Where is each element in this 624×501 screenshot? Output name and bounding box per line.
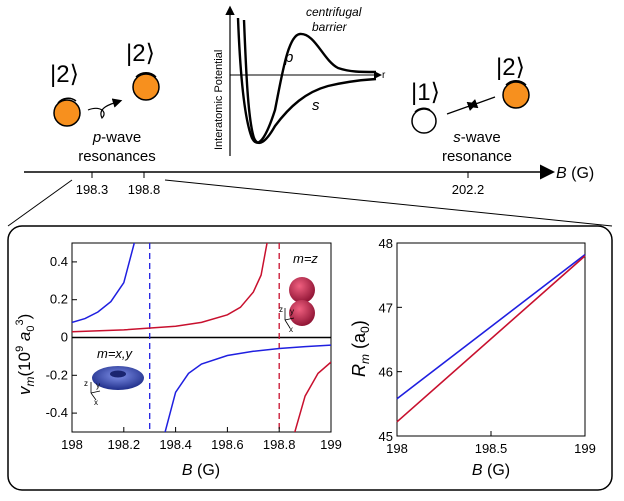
white-atom-tick <box>414 107 431 113</box>
c1-xtick-label-0: 198 <box>61 437 83 452</box>
tick-label-198-3: 198.3 <box>76 182 109 197</box>
axis-y-2: y <box>96 381 100 390</box>
white-atom <box>411 108 437 134</box>
c1-ytick-label-1: 0.2 <box>50 292 68 307</box>
chart2-xlabel: B (G) <box>472 462 510 479</box>
zoom-line-right <box>164 179 613 227</box>
partial-ring-right <box>505 80 527 86</box>
series-blue-branch-0 <box>72 243 136 324</box>
potential-ylabel: Interatomic Potential <box>213 50 225 150</box>
p-wave-label: p-wave <box>92 129 141 146</box>
axes-mini-2: z y x <box>84 379 101 407</box>
c1-xtick-label-4: 198.8 <box>263 437 296 452</box>
torus <box>92 366 144 390</box>
torus-hole <box>110 370 126 378</box>
m-z-label: m=z <box>293 251 318 266</box>
c1-ytick-label-2: 0 <box>61 330 68 345</box>
m-z-orbital-picture: m=z z y x <box>279 251 318 334</box>
c2-xtick-label-1: 198.5 <box>475 441 508 456</box>
lobe-upper <box>289 277 315 303</box>
ket-left-upper: |2⟩ <box>50 61 79 88</box>
p-wave-label-2: resonances <box>78 148 156 165</box>
top-diagram: |2⟩ |2⟩ p-wave resonances |1⟩ |2⟩ s-wave… <box>7 40 613 227</box>
orange-atom-right <box>502 81 530 109</box>
zoom-line-left <box>7 179 73 227</box>
tick-label-202-2: 202.2 <box>452 182 485 197</box>
chart-rm: 198 198.5 199 48 47 46 45 Rm (a0) B (G) <box>349 236 596 479</box>
chart1-xlabel: B (G) <box>182 462 220 479</box>
c2-ytick-label-2: 46 <box>379 365 393 380</box>
axis-x-2: x <box>94 398 98 407</box>
chart-vm: 198 198.2 198.4 198.6 198.8 199 0.4 0.2 0 -0.2 -0.… <box>14 242 342 479</box>
p-curve-label: p <box>284 49 293 66</box>
m-xy-label: m=x,y <box>97 346 134 361</box>
ket-right: |2⟩ <box>496 54 525 81</box>
rm-series-blue <box>396 253 586 400</box>
rm-series-red <box>396 255 586 423</box>
series-blue-branch-1 <box>164 344 331 432</box>
series-red-branch-0 <box>72 243 268 333</box>
s-wave-label-2: resonance <box>442 148 512 165</box>
orange-atom-left <box>53 99 81 127</box>
c1-xtick-label-3: 198.6 <box>211 437 244 452</box>
c2-xtick-label-2: 199 <box>574 441 596 456</box>
m-xy-orbital-picture: m=x,y z y x <box>84 346 144 407</box>
axis-z-1: z <box>279 305 283 314</box>
ket-one: |1⟩ <box>411 79 440 106</box>
c1-ytick-label-4: -0.4 <box>46 405 68 420</box>
potential-inset: r Interatomic Potential p s centrifugal … <box>213 5 386 156</box>
barrier-label-2: barrier <box>312 20 348 34</box>
c2-ytick-label-0: 48 <box>379 236 393 251</box>
ket-left-upper-2: |2⟩ <box>126 40 155 67</box>
b-axis-label: B (G) <box>556 165 594 182</box>
orange-atom-upper <box>132 73 160 101</box>
c1-xtick-label-2: 198.4 <box>159 437 192 452</box>
s-wave-label: s-wave <box>453 129 501 146</box>
c2-ytick-label-1: 47 <box>379 300 393 315</box>
c1-xtick-label-5: 199 <box>320 437 342 452</box>
s-curve-label: s <box>312 97 320 114</box>
partial-ring-left <box>57 97 77 104</box>
barrier-label-1: centrifugal <box>306 5 362 19</box>
c1-ytick-label-0: 0.4 <box>50 254 68 269</box>
collision-path-s-back <box>467 96 496 109</box>
chart1-ylabel: vm(109 a03) <box>14 314 37 395</box>
lobe-lower <box>289 300 315 326</box>
c1-xtick-label-1: 198.2 <box>108 437 141 452</box>
collision-path-p <box>87 98 123 120</box>
tick-label-198-8: 198.8 <box>128 182 161 197</box>
partial-ring-upper <box>135 72 157 78</box>
chart2-ylabel: Rm (a0) <box>349 320 372 377</box>
potential-r-label: r <box>382 70 386 81</box>
p-wave-potential-curve <box>236 17 377 144</box>
c2-ytick-label-3: 45 <box>379 429 393 444</box>
axis-x-1: x <box>289 325 293 334</box>
bottom-panel-frame <box>7 225 613 491</box>
axis-y-1: y <box>290 307 294 316</box>
s-wave-potential-curve <box>242 19 377 145</box>
c2-xtick-label-0: 198 <box>386 441 408 456</box>
c1-ytick-label-3: -0.2 <box>46 367 68 382</box>
axis-z-2: z <box>84 379 88 388</box>
axes-mini-1: z y x <box>279 305 295 334</box>
series-red-branch-1 <box>294 361 331 432</box>
